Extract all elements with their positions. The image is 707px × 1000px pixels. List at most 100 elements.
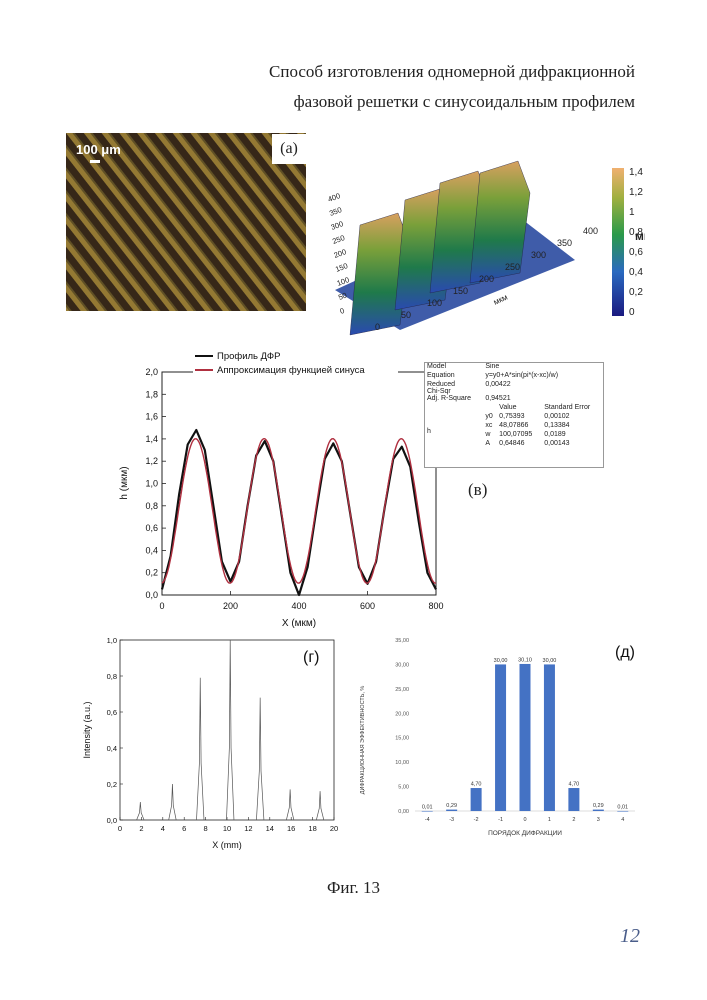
intensity-x-tick-label: 4 bbox=[161, 824, 165, 833]
surface-x-tick: 400 bbox=[583, 226, 598, 236]
efficiency-y-tick-label: 15,00 bbox=[395, 736, 409, 742]
param-value: 48,07866 bbox=[499, 422, 529, 429]
efficiency-y-tick-label: 0,00 bbox=[398, 809, 409, 815]
param-value: 100,07095 bbox=[499, 431, 533, 438]
legend-label-fit: Аппроксимация функцией синуса bbox=[217, 365, 365, 376]
intensity-y-ticks: 0,0 0,2 0,4 0,6 0,8 1,0 bbox=[107, 636, 123, 825]
intensity-x-ticks: 0 2 4 6 8 10 12 14 16 18 20 bbox=[118, 817, 338, 833]
profile-y-tick-label: 0,4 bbox=[145, 545, 158, 555]
intensity-chart: 0,0 0,2 0,4 0,6 0,8 1,0 0 2 4 6 8 10 12 14 16 18 20 X (… bbox=[82, 636, 338, 850]
surface-y-tick: 250 bbox=[331, 233, 346, 246]
fit-results-table: Model Sine Equation y=y0+A*sin(pi*(x-xc)/w… bbox=[424, 362, 604, 468]
profile-plot-frame bbox=[161, 371, 437, 596]
surface-y-tick: 50 bbox=[337, 291, 348, 302]
profile-legend: Профиль ДФР Аппроксимация функцией синус… bbox=[193, 350, 398, 378]
intensity-peak bbox=[286, 789, 295, 821]
efficiency-x-label: ПОРЯДОК ДИФРАКЦИИ bbox=[488, 830, 562, 837]
profile-x-tick-label: 400 bbox=[291, 601, 306, 611]
colorbar bbox=[612, 168, 624, 316]
model-label: Model bbox=[427, 363, 447, 370]
intensity-peak bbox=[168, 783, 177, 821]
param-value: 0,75393 bbox=[499, 413, 525, 420]
efficiency-chart: 0,00 5,00 10,00 15,00 20,00 25,00 30,00 35,00 0… bbox=[360, 638, 635, 837]
profile-x-tick-label: 0 bbox=[159, 601, 164, 611]
efficiency-category-label: -1 bbox=[498, 817, 503, 823]
efficiency-y-label: ДИФРАКЦИОННАЯ ЭФФЕКТИВНОСТЬ, % bbox=[360, 686, 366, 795]
surface-x-tick: 100 bbox=[427, 298, 442, 308]
colorbar-tick: 0 bbox=[629, 307, 635, 318]
intensity-x-tick-label: 18 bbox=[308, 824, 316, 833]
surface-y-tick: 300 bbox=[330, 219, 345, 232]
surface-x-tick: 200 bbox=[479, 274, 494, 284]
page-number: 12 bbox=[620, 925, 640, 947]
param-group: h bbox=[427, 427, 431, 435]
panel-b-label: (в) bbox=[468, 480, 488, 499]
efficiency-bar bbox=[592, 809, 604, 811]
surface-x-unit: мкм bbox=[492, 293, 509, 307]
profile-y-tick-label: 0,0 bbox=[145, 590, 158, 600]
param-name: y0 bbox=[485, 413, 493, 420]
intensity-x-tick-label: 6 bbox=[182, 824, 186, 833]
surface-y-tick: 350 bbox=[328, 205, 343, 218]
efficiency-value-label: 0,01 bbox=[422, 804, 433, 810]
surface-x-tick: 300 bbox=[531, 250, 546, 260]
intensity-peak bbox=[226, 639, 235, 821]
surface-x-tick: 150 bbox=[453, 286, 468, 296]
surface-y-tick: 200 bbox=[333, 247, 348, 260]
intensity-y-tick-label: 0,0 bbox=[107, 816, 117, 825]
efficiency-value-label: 4,70 bbox=[569, 782, 580, 788]
colorbar-tick: 0,8 bbox=[629, 227, 643, 238]
efficiency-y-tick-label: 35,00 bbox=[395, 638, 409, 644]
surface-x-tick: 50 bbox=[401, 310, 411, 320]
efficiency-category-label: 3 bbox=[597, 817, 600, 823]
colorbar-ticks: 1,4 1,2 1 0,8 0,6 0,4 0,2 0 bbox=[629, 167, 643, 318]
intensity-x-tick-label: 16 bbox=[287, 824, 295, 833]
profile-x-label: X (мкм) bbox=[282, 618, 316, 629]
intensity-y-tick-label: 0,2 bbox=[107, 780, 117, 789]
intensity-peak bbox=[316, 791, 325, 821]
profile-x-tick-label: 200 bbox=[223, 601, 238, 611]
efficiency-category-label: 4 bbox=[621, 817, 624, 823]
intensity-peak bbox=[196, 677, 205, 821]
efficiency-value-label: 30,00 bbox=[494, 658, 508, 664]
intensity-y-tick-label: 0,6 bbox=[107, 708, 117, 717]
profile-y-tick-label: 2,0 bbox=[145, 367, 158, 377]
reduced-label-2: Chi-Sqr bbox=[427, 388, 451, 395]
efficiency-value-label: 4,70 bbox=[471, 782, 482, 788]
equation-value: y=y0+A*sin(pi*(x-xc)/w) bbox=[485, 372, 559, 379]
title-line-1: Способ изготовления одномерной дифракцио… bbox=[269, 62, 635, 81]
intensity-x-tick-label: 20 bbox=[330, 824, 338, 833]
profile-y-tick-label: 1,2 bbox=[145, 456, 158, 466]
efficiency-category-label: 2 bbox=[572, 817, 575, 823]
efficiency-value-label: 30,00 bbox=[543, 658, 557, 664]
scale-bar bbox=[90, 160, 100, 163]
profile-fit-line bbox=[161, 437, 437, 584]
profile-y-ticks: 0,0 0,2 0,4 0,6 0,8 1,0 1,2 1,4 1,6 1,8 2,0 bbox=[145, 367, 166, 600]
efficiency-bar bbox=[470, 788, 482, 811]
colorbar-tick: 0,6 bbox=[629, 247, 643, 258]
efficiency-category-label: -3 bbox=[449, 817, 454, 823]
panel-g-label: (г) bbox=[303, 649, 320, 666]
surface-3d-plot: 1,41,210,80,60,40,20 мкм 400350300250200… bbox=[327, 160, 645, 336]
profile-x-ticks: 0 200 400 600 800 bbox=[159, 591, 444, 611]
param-error: 0,00143 bbox=[544, 440, 570, 447]
intensity-peak bbox=[256, 697, 265, 821]
efficiency-y-tick-label: 20,00 bbox=[395, 711, 409, 717]
efficiency-category-label: -4 bbox=[425, 817, 430, 823]
intensity-plot-frame bbox=[119, 639, 335, 821]
legend-label-profile: Профиль ДФР bbox=[217, 351, 280, 362]
profile-y-tick-label: 0,2 bbox=[145, 568, 158, 578]
profile-series bbox=[160, 428, 437, 597]
efficiency-y-tick-label: 25,00 bbox=[395, 687, 409, 693]
surface-y-tick: 150 bbox=[334, 261, 349, 274]
surface-y-tick: 0 bbox=[339, 306, 346, 316]
adjr-value: 0,94521 bbox=[485, 395, 511, 402]
efficiency-y-tick-label: 30,00 bbox=[395, 662, 409, 668]
efficiency-bar bbox=[617, 810, 629, 812]
colorbar-tick: 0,2 bbox=[629, 287, 643, 298]
figure-caption: Фиг. 13 bbox=[326, 878, 381, 897]
colorbar-tick: 1,2 bbox=[629, 187, 643, 198]
intensity-y-tick-label: 0,8 bbox=[107, 672, 117, 681]
efficiency-category-label: 0 bbox=[523, 817, 526, 823]
efficiency-category-label: -2 bbox=[474, 817, 479, 823]
